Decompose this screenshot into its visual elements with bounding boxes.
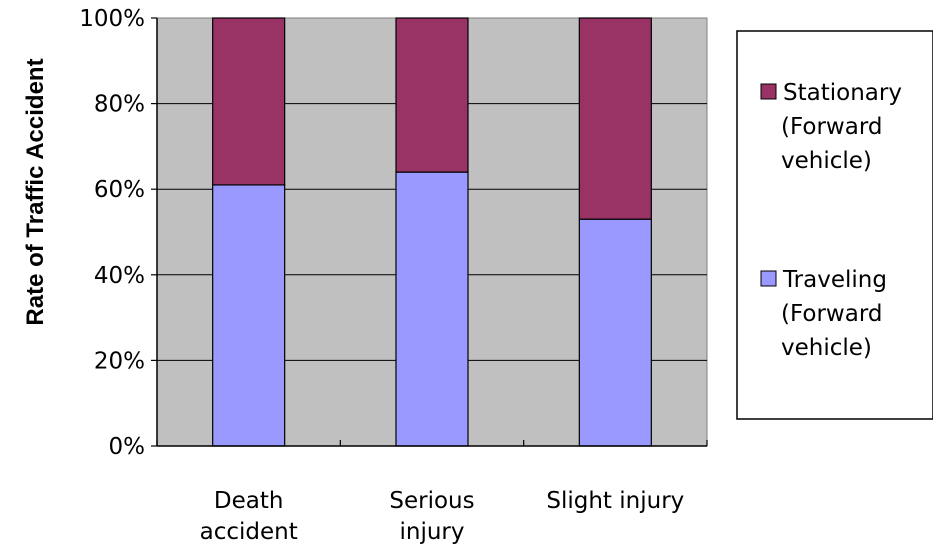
- x-tick-label: Serious injury: [389, 488, 474, 545]
- y-tick-labels: 0% 20% 40% 60% 80% 100%: [79, 6, 145, 460]
- y-tick-label: 20%: [94, 348, 145, 374]
- x-tick-label: Slight injury: [546, 488, 684, 514]
- y-tick-label: 60%: [94, 177, 145, 203]
- bars: [212, 17, 652, 447]
- bar-segment-2-1: [578, 17, 652, 220]
- y-axis-title: Rate of Traffic Accident: [22, 58, 49, 325]
- y-tick-label: 80%: [94, 92, 145, 118]
- legend-label: Traveling (Forward vehicle): [781, 267, 887, 361]
- bar-segment-2-0: [578, 218, 652, 447]
- legend-label: Stationary (Forward vehicle): [781, 80, 902, 174]
- y-tick-label: 100%: [79, 6, 145, 32]
- legend-swatch: [760, 83, 777, 100]
- bar-segment-0-0: [212, 184, 286, 447]
- y-tick-label: 0%: [109, 434, 146, 460]
- bar-segment-1-1: [395, 17, 469, 173]
- x-tick-labels: Death accident Serious injury Slight injury: [200, 488, 685, 545]
- x-tick-label: Death accident: [200, 488, 298, 545]
- bar-segment-0-1: [212, 17, 286, 186]
- axes: [151, 17, 708, 447]
- y-tick-label: 40%: [94, 263, 145, 289]
- legend-swatch: [760, 270, 777, 287]
- legend: Stationary (Forward vehicle) Traveling (Forw…: [760, 80, 902, 361]
- bar-segment-1-0: [395, 171, 469, 447]
